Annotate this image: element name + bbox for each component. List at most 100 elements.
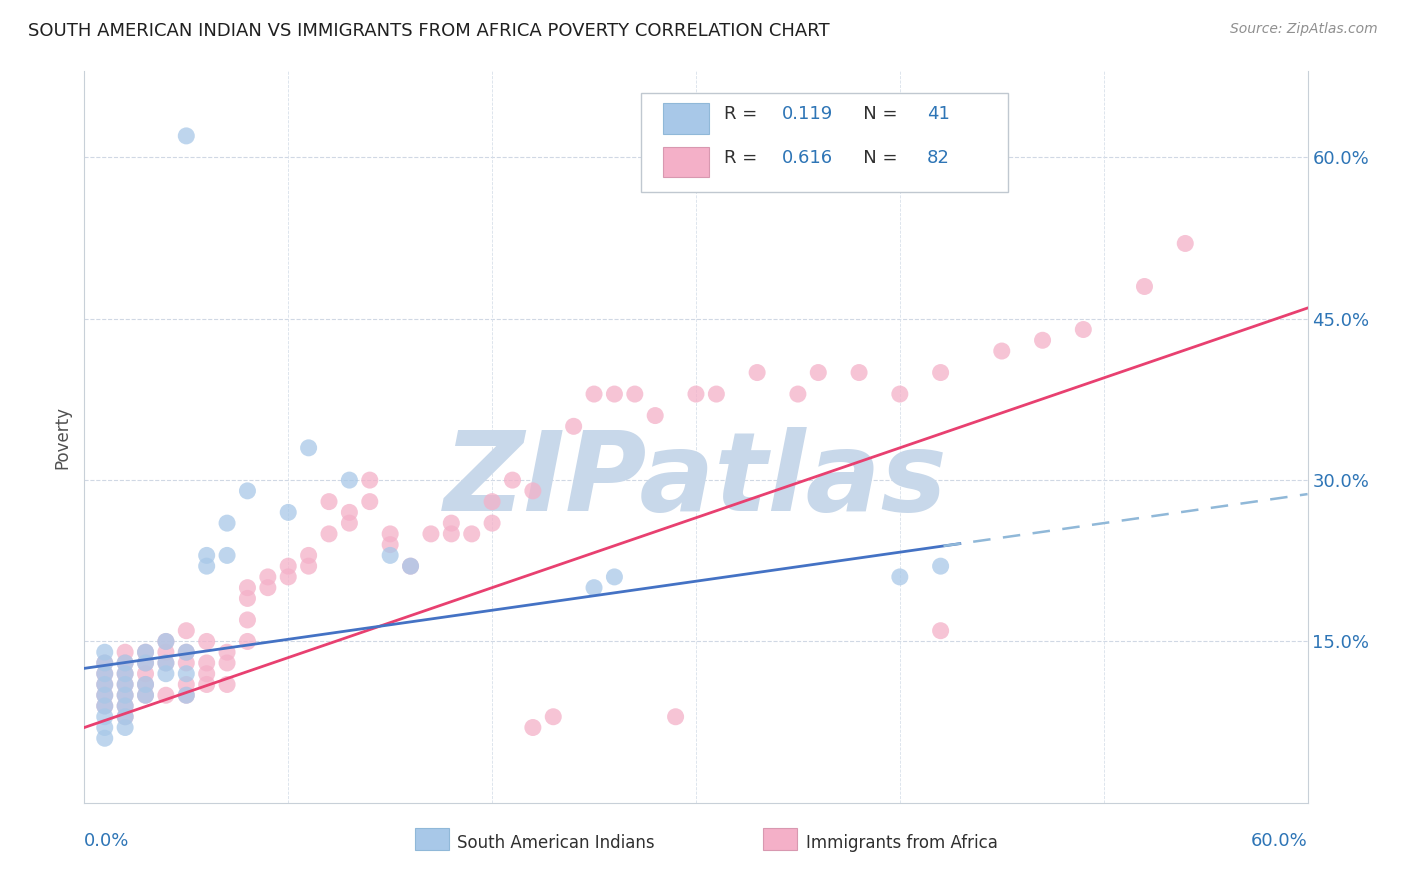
Point [93,710,115,724]
Point [889,387,911,401]
Point [277,505,299,519]
Point [195,656,218,670]
Point [583,581,606,595]
Point [114,666,136,681]
Point [155,688,177,702]
Point [114,710,136,724]
Point [522,483,544,498]
Point [174,688,197,702]
Point [339,505,361,519]
Point [481,494,503,508]
Point [562,419,585,434]
Text: 82: 82 [927,149,950,167]
Point [929,366,952,380]
Point [93,656,115,670]
Point [440,516,463,530]
Point [318,527,340,541]
FancyBboxPatch shape [664,146,710,178]
Point [217,656,239,670]
Point [339,473,361,487]
Point [522,721,544,735]
Text: Immigrants from Africa: Immigrants from Africa [806,834,998,852]
Point [583,387,606,401]
Point [461,527,484,541]
Point [339,516,361,530]
Point [114,688,136,702]
Text: 0.119: 0.119 [782,104,832,123]
Point [135,688,157,702]
Point [114,666,136,681]
FancyBboxPatch shape [641,94,1008,192]
Point [155,634,177,648]
Point [93,721,115,735]
Point [236,581,259,595]
Point [217,516,239,530]
Point [93,656,115,670]
Point [174,624,197,638]
Point [277,570,299,584]
Point [889,570,911,584]
Point [135,656,157,670]
Point [114,677,136,691]
Point [603,387,626,401]
Point [298,441,321,455]
Point [114,677,136,691]
Text: N =: N = [846,104,904,123]
Point [706,387,728,401]
Point [1133,279,1156,293]
Text: SOUTH AMERICAN INDIAN VS IMMIGRANTS FROM AFRICA POVERTY CORRELATION CHART: SOUTH AMERICAN INDIAN VS IMMIGRANTS FROM… [28,22,830,40]
Point [174,128,197,143]
Point [543,710,565,724]
Point [195,677,218,691]
Point [114,698,136,713]
Point [135,645,157,659]
Point [420,527,443,541]
Point [217,549,239,563]
Point [236,634,259,648]
Point [807,366,830,380]
Point [135,656,157,670]
Point [217,645,239,659]
Point [135,645,157,659]
Point [114,710,136,724]
Point [236,613,259,627]
Point [114,688,136,702]
Text: South American Indians: South American Indians [457,834,655,852]
Point [644,409,666,423]
Point [359,473,381,487]
FancyBboxPatch shape [415,829,449,850]
Point [929,559,952,574]
Text: 0.616: 0.616 [782,149,832,167]
Text: R =: R = [724,104,763,123]
Point [380,538,402,552]
Point [93,677,115,691]
Point [195,559,218,574]
Point [174,666,197,681]
Text: Source: ZipAtlas.com: Source: ZipAtlas.com [1230,22,1378,37]
Point [481,516,503,530]
Point [236,483,259,498]
Point [135,677,157,691]
Point [685,387,707,401]
Point [236,591,259,606]
Point [93,698,115,713]
Point [1073,322,1095,336]
Point [114,656,136,670]
Text: 60.0%: 60.0% [1251,832,1308,850]
Point [603,570,626,584]
Point [929,624,952,638]
Point [195,666,218,681]
FancyBboxPatch shape [763,829,797,850]
Point [195,634,218,648]
Point [135,666,157,681]
Point [1174,236,1197,251]
Point [135,688,157,702]
Text: ZIPatlas: ZIPatlas [444,427,948,534]
Point [399,559,422,574]
Point [93,688,115,702]
Point [848,366,870,380]
Point [174,645,197,659]
Point [787,387,810,401]
Y-axis label: Poverty: Poverty [53,406,72,468]
Point [318,494,340,508]
